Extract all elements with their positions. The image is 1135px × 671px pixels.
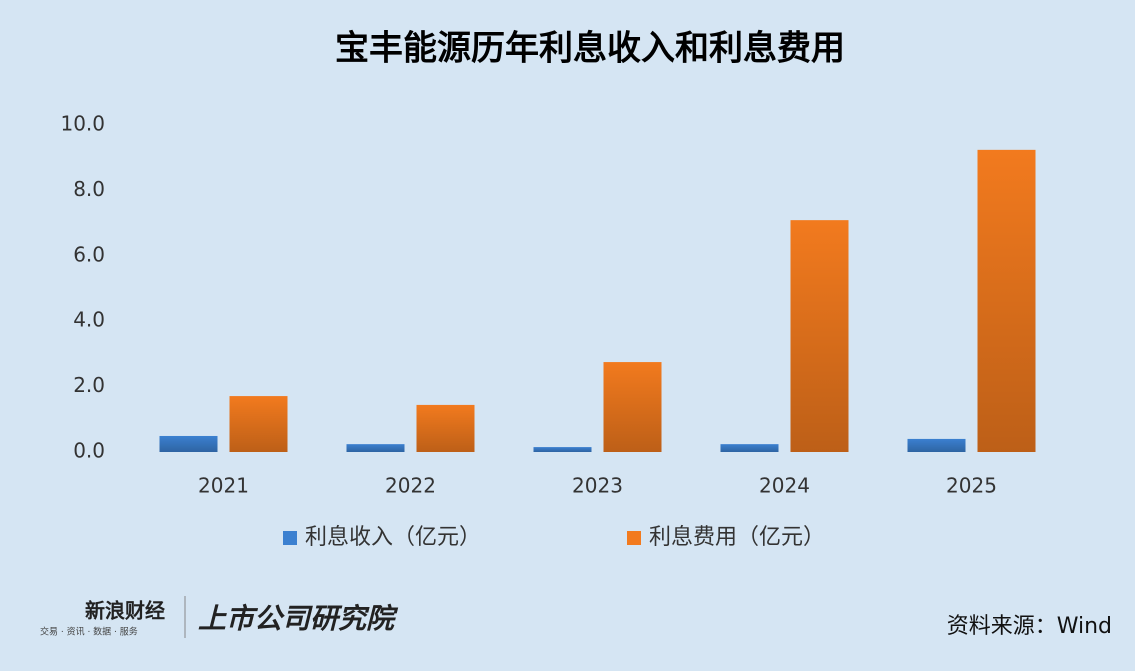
y-tick-label: 4.0 [73,308,105,332]
legend-swatch [283,531,297,545]
x-tick-label: 2025 [946,474,997,498]
y-tick-label: 8.0 [73,177,105,201]
legend-label: 利息费用（亿元） [649,525,825,550]
bar-shade [533,447,592,452]
source: 资料来源：Wind [947,614,1112,639]
y-tick-label: 0.0 [73,439,105,463]
x-tick-label: 2022 [385,474,436,498]
brand-institute: 上市公司研究院 [198,602,399,635]
bar-shade [907,438,966,452]
y-tick-label: 2.0 [73,373,105,397]
bar-shade [229,396,288,452]
y-tick-label: 10.0 [60,112,105,136]
legend-label: 利息收入（亿元） [305,525,481,550]
x-tick-label: 2024 [759,474,810,498]
x-tick-label: 2021 [198,474,249,498]
bar-shade [790,220,849,452]
brand-sina: 新浪财经 [85,599,165,623]
bar-shade [977,149,1036,453]
bar-shade [603,362,662,452]
bar-shade [416,404,475,452]
y-tick-label: 6.0 [73,242,105,266]
x-tick-label: 2023 [572,474,623,498]
legend-swatch [627,531,641,545]
brand-tagline: 交易 · 资讯 · 数据 · 服务 [40,626,138,638]
bar-shade [720,444,779,452]
bar-shade [159,435,218,452]
bar-shade [346,444,405,452]
chart-title: 宝丰能源历年利息收入和利息费用 [335,29,845,69]
